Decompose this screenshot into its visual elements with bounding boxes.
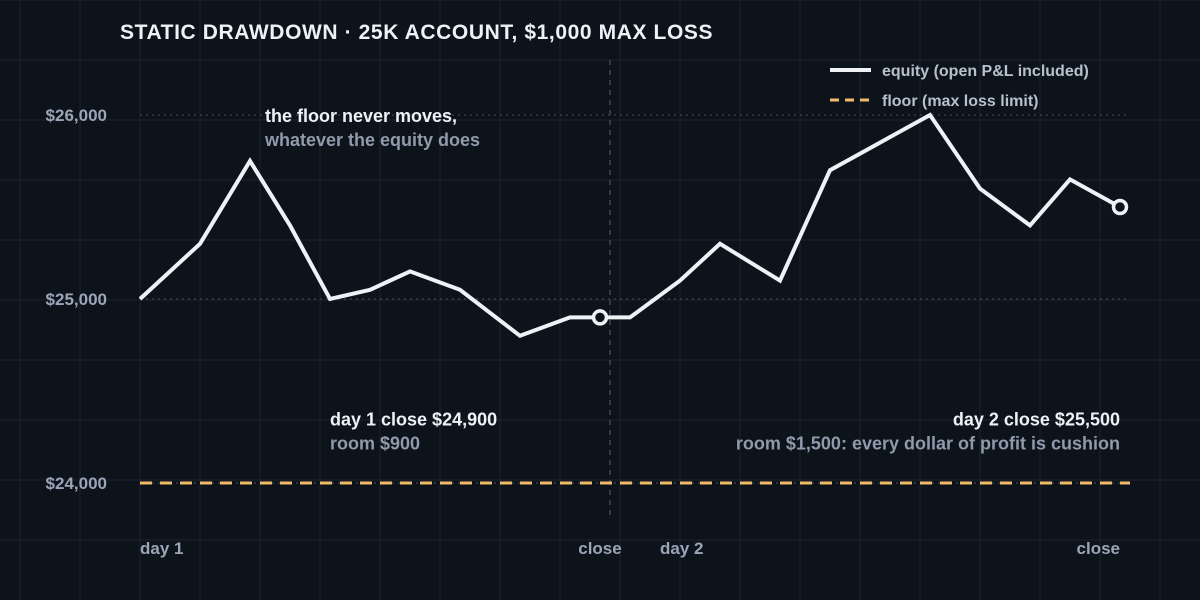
y-tick-label: $24,000 xyxy=(46,474,107,493)
annotation-heading: day 2 close $25,500 xyxy=(953,410,1120,430)
series xyxy=(138,112,1130,485)
x-tick-label: close xyxy=(578,539,621,558)
legend: equity (open P&L included) floor (max los… xyxy=(830,63,1089,110)
y-tick-label: $26,000 xyxy=(46,106,107,125)
annotations: the floor never moves, whatever the equit… xyxy=(264,106,1120,454)
annotation-heading: day 1 close $24,900 xyxy=(330,410,497,430)
x-axis-ticks: day 1 close day 2 close xyxy=(140,539,1120,558)
x-tick-label: day 2 xyxy=(660,539,703,558)
x-tick-label: close xyxy=(1077,539,1120,558)
annotation-detail: whatever the equity does xyxy=(264,130,480,150)
chart-title: STATIC DRAWDOWN · 25K ACCOUNT, $1,000 MA… xyxy=(120,21,713,44)
y-tick-label: $25,000 xyxy=(46,290,107,309)
annotation-detail: room $900 xyxy=(330,434,420,454)
annotation-detail: room $1,500: every dollar of profit is c… xyxy=(736,434,1120,454)
close-marker xyxy=(1111,198,1129,216)
equity-series-line xyxy=(138,112,1121,339)
markers xyxy=(591,198,1129,326)
y-axis-ticks: $24,000 $25,000 $26,000 xyxy=(46,106,107,493)
legend-label: floor (max loss limit) xyxy=(882,93,1038,110)
close-marker xyxy=(591,309,609,326)
annotation-heading: the floor never moves, xyxy=(265,106,457,126)
x-tick-label: day 1 xyxy=(140,539,183,558)
legend-label: equity (open P&L included) xyxy=(882,63,1089,80)
